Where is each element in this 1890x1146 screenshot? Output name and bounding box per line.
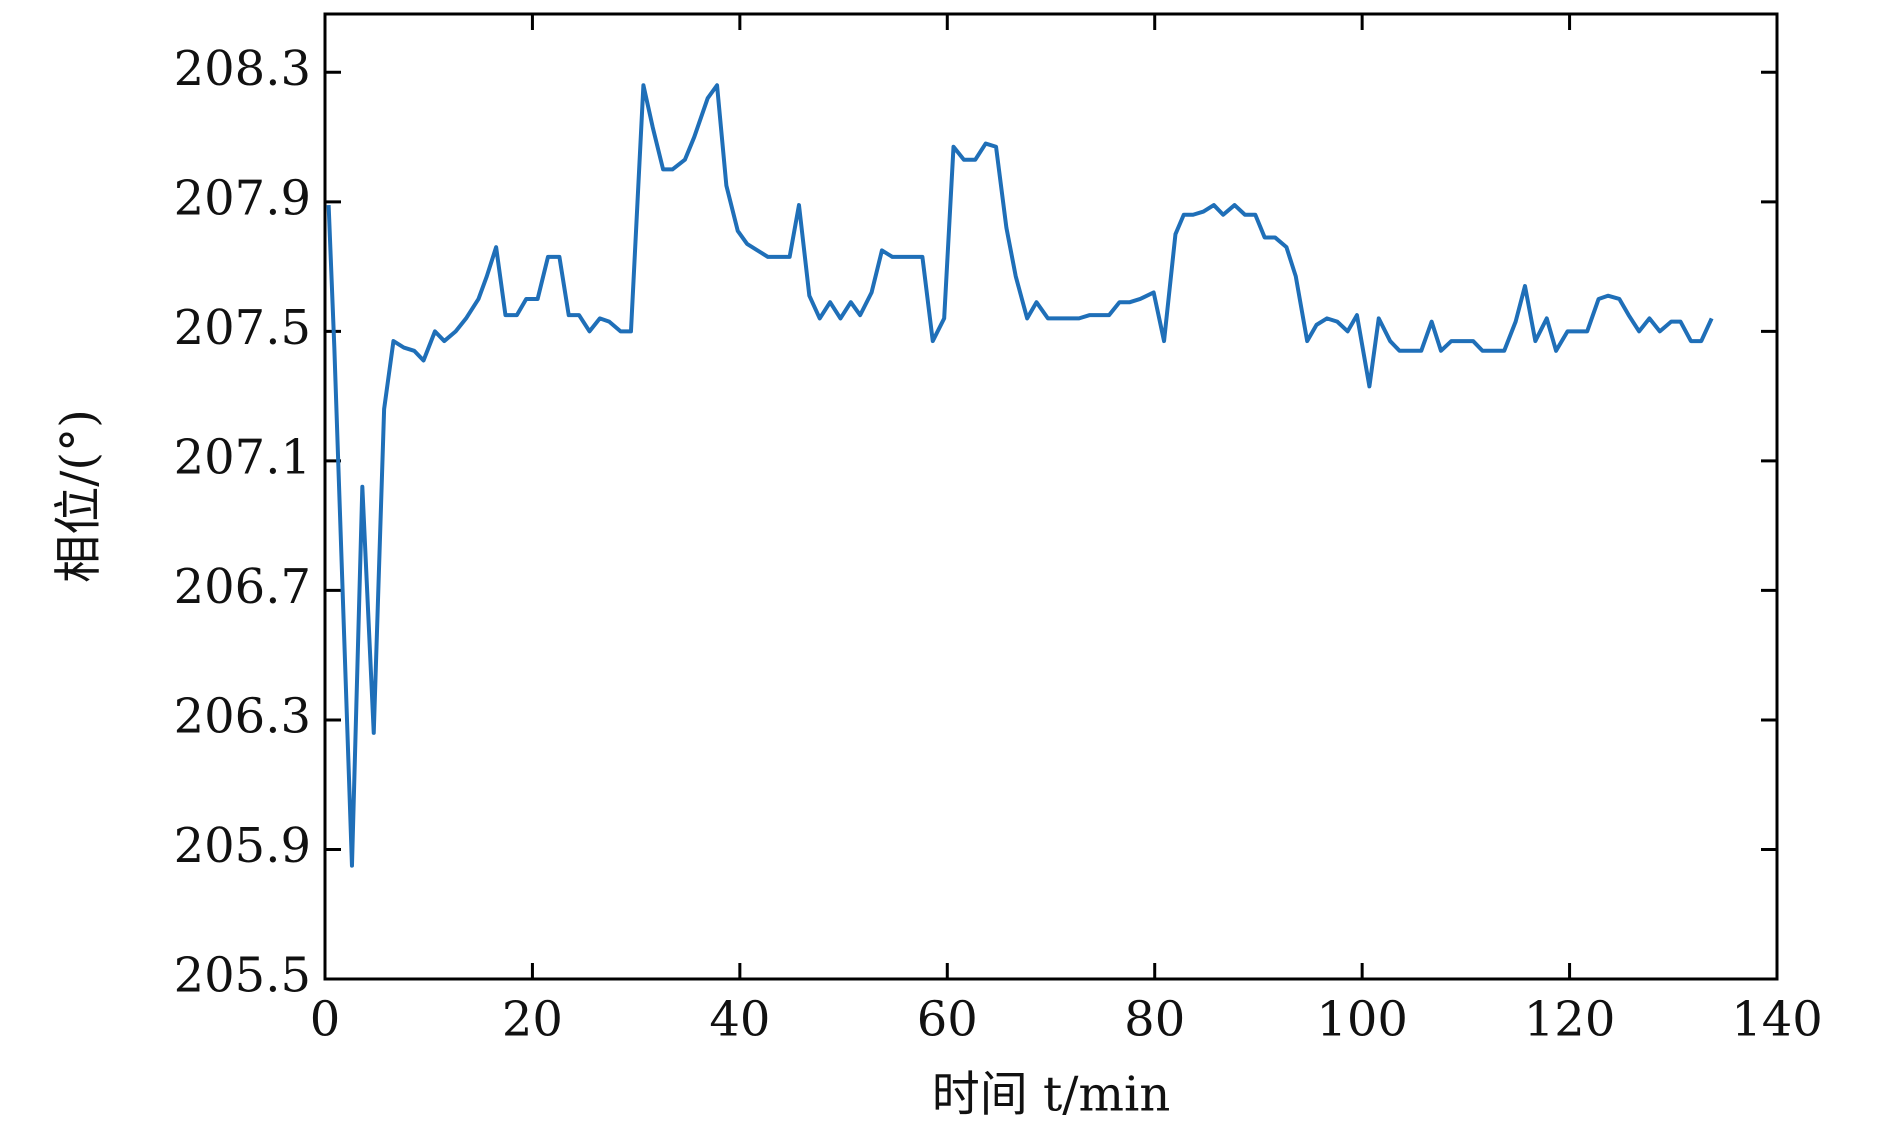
y-tick-label: 206.3 bbox=[174, 688, 311, 744]
y-tick-label: 207.9 bbox=[174, 170, 311, 226]
y-tick-label: 208.3 bbox=[174, 41, 311, 97]
plot-frame bbox=[323, 12, 1779, 981]
x-tick-label: 100 bbox=[1316, 992, 1408, 1048]
x-tick-label: 120 bbox=[1524, 992, 1616, 1048]
y-tick-label: 207.1 bbox=[174, 429, 311, 485]
x-tick-label: 20 bbox=[502, 992, 563, 1048]
y-tick-label: 205.9 bbox=[174, 818, 311, 874]
y-tick-label: 206.7 bbox=[174, 559, 311, 615]
x-tick-label: 140 bbox=[1731, 992, 1823, 1048]
x-tick-label: 80 bbox=[1124, 992, 1185, 1048]
x-axis-label: 时间 t/min bbox=[932, 1067, 1171, 1123]
y-tick-label: 207.5 bbox=[174, 300, 311, 356]
y-tick-label: 205.5 bbox=[174, 948, 311, 1004]
data-line bbox=[326, 83, 1714, 868]
x-tick-label: 40 bbox=[709, 992, 770, 1048]
x-tick-label: 60 bbox=[917, 992, 978, 1048]
y-axis-label: 相位/(°) bbox=[51, 409, 107, 583]
x-tick-label: 0 bbox=[310, 992, 341, 1048]
